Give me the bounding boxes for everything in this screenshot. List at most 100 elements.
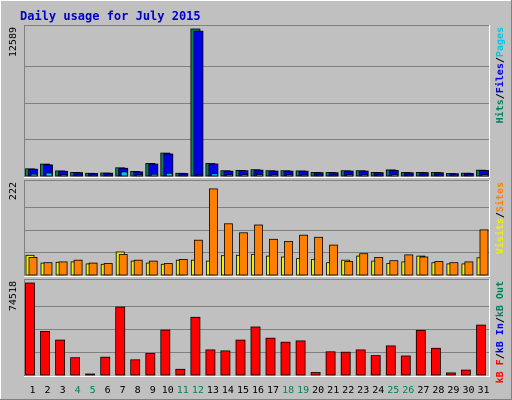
day-label: 21 [327, 385, 339, 396]
bar-sites-day-20 [314, 236, 324, 276]
bar-sites-day-29 [449, 262, 459, 276]
day-label: 16 [252, 385, 264, 396]
bar-pages-day-30 [466, 174, 474, 177]
day-label: 4 [75, 385, 81, 396]
bar-pages-day-13 [210, 173, 218, 177]
bar-sites-day-11 [178, 258, 188, 276]
bar-sites-day-9 [148, 260, 158, 276]
panel-kbytes-axis-max-label: 74518 [8, 281, 19, 311]
day-label: 6 [105, 385, 111, 396]
bar-pages-day-11 [180, 174, 188, 177]
bar-sites-day-13 [208, 188, 218, 276]
bar-kb-f-day-3 [55, 339, 65, 376]
bar-kb-f-day-25 [385, 345, 396, 376]
bar-pages-day-4 [75, 174, 83, 177]
bar-kb-f-day-11 [175, 368, 186, 376]
panels: 12589Hits/Files/Pages222Visits/Sites7451… [8, 25, 506, 383]
bar-sites-day-10 [163, 263, 173, 276]
day-label: 3 [60, 385, 66, 396]
bar-sites-day-7 [118, 254, 128, 276]
bar-pages-day-21 [331, 174, 339, 177]
bar-sites-day-25 [389, 260, 399, 276]
bar-kb-f-day-8 [130, 359, 141, 376]
panel-visits-axis-max-label: 222 [8, 182, 19, 200]
day-label: 27 [417, 385, 429, 396]
bar-pages-day-12 [195, 174, 203, 177]
bar-pages-day-15 [241, 174, 248, 177]
day-label: 28 [432, 385, 444, 396]
day-label: 30 [462, 385, 474, 396]
bar-kb-f-day-16 [250, 326, 261, 376]
bar-pages-day-16 [256, 174, 263, 177]
bar-sites-day-15 [239, 232, 248, 276]
legend-entry: Files [494, 63, 506, 93]
day-label: 9 [150, 385, 156, 396]
panel-kbytes-legend: kB F/kB In/kB Out [495, 281, 506, 383]
legend-entry: Pages [495, 27, 506, 57]
bar-sites-day-8 [133, 259, 143, 276]
day-labels: 1 2 3 4 5 6 7 8 9 10 11 12 13 14 15 16 17 18 19 20 21 22 23 24 2… [29, 385, 489, 396]
series-kb-f [25, 282, 486, 376]
day-label: 15 [237, 385, 249, 396]
bar-kb-f-day-5 [85, 373, 95, 376]
bar-sites-day-18 [284, 240, 293, 276]
bar-pages-day-24 [376, 174, 384, 177]
bar-sites-day-14 [223, 223, 233, 276]
bar-pages-day-26 [406, 174, 414, 177]
bar-kb-f-day-30 [460, 369, 471, 376]
bar-pages-day-20 [316, 174, 324, 177]
bar-kb-f-day-28 [430, 347, 441, 376]
day-label: 26 [402, 385, 414, 396]
panel-hits-background [24, 25, 490, 178]
bar-kb-f-day-4 [70, 357, 80, 376]
bar-kb-f-day-2 [40, 330, 50, 376]
day-label: 13 [207, 385, 219, 396]
bar-kb-f-day-14 [220, 350, 231, 376]
panel-hits-axis-max-label: 12589 [8, 27, 19, 57]
bar-pages-day-10 [165, 172, 173, 177]
bar-kb-f-day-13 [205, 349, 216, 376]
bar-kb-f-day-12 [190, 316, 201, 376]
bar-pages-day-2 [45, 172, 53, 177]
bar-pages-day-7 [120, 171, 128, 177]
series-sites [28, 188, 489, 276]
legend-entry: kB In [495, 323, 506, 353]
series-pages [30, 171, 489, 177]
bar-sites-day-31 [479, 229, 489, 276]
day-label: 24 [372, 385, 384, 396]
day-label: 7 [120, 385, 126, 396]
legend-entry: kB F [495, 359, 506, 383]
legend-separator: / [495, 212, 506, 218]
bar-sites-day-4 [73, 259, 83, 276]
bar-pages-day-5 [90, 174, 98, 177]
bar-sites-day-17 [269, 238, 278, 276]
bar-kb-f-day-17 [265, 337, 276, 376]
bar-kb-f-day-21 [325, 351, 336, 376]
bar-sites-day-2 [43, 262, 53, 276]
panel-hits-legend: Hits/Files/Pages [494, 27, 506, 123]
bar-pages-day-6 [105, 174, 113, 177]
day-label: 18 [282, 385, 294, 396]
bar-kb-f-day-23 [355, 349, 366, 376]
bar-sites-day-27 [419, 256, 429, 276]
day-label: 25 [387, 385, 399, 396]
day-label: 17 [267, 385, 279, 396]
day-label: 2 [44, 385, 50, 396]
bar-pages-day-28 [436, 174, 444, 177]
legend-entry: Visits [494, 218, 506, 254]
bar-sites-day-28 [434, 261, 444, 276]
day-label: 1 [29, 385, 35, 396]
bar-sites-day-23 [359, 253, 369, 276]
bar-files-day-12 [193, 30, 204, 177]
bar-pages-day-8 [135, 174, 143, 177]
day-label: 20 [312, 385, 324, 396]
bar-sites-day-22 [344, 261, 354, 276]
bar-pages-day-25 [391, 174, 399, 177]
bar-sites-day-6 [103, 263, 113, 276]
bar-pages-day-18 [286, 174, 293, 177]
bar-sites-day-19 [299, 234, 309, 276]
bar-pages-day-23 [361, 174, 369, 177]
bar-kb-f-day-19 [295, 340, 306, 376]
panel-visits: 222 Visits/Sites [8, 180, 506, 277]
bar-sites-day-5 [88, 262, 98, 276]
